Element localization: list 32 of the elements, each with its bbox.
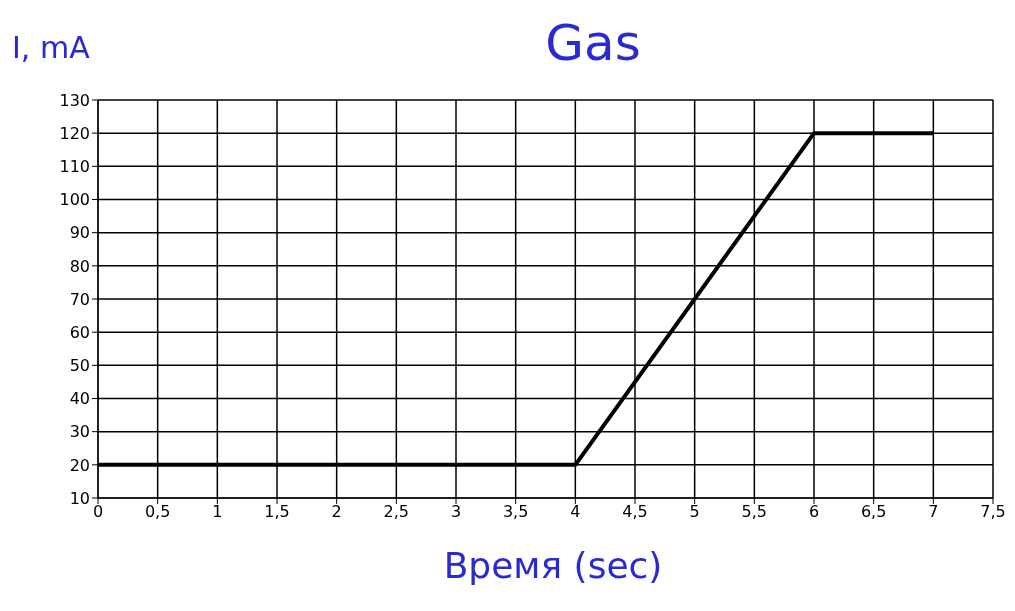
y-tick-label: 120 — [59, 123, 90, 143]
x-axis-title: Время (sec) — [442, 545, 664, 586]
x-tick-label: 0,5 — [144, 502, 171, 522]
x-tick-label: 1,5 — [264, 502, 290, 522]
y-tick-label: 70 — [69, 289, 90, 309]
y-tick-label: 40 — [69, 389, 90, 409]
y-tick-label: 90 — [69, 223, 90, 243]
x-tick-label: 7,5 — [980, 502, 1006, 522]
y-tick-label: 50 — [69, 356, 90, 376]
y-tick-label: 110 — [59, 157, 90, 177]
x-tick-label: 2 — [331, 502, 342, 522]
x-tick-label: 7 — [928, 502, 939, 522]
y-tick-label: 20 — [69, 455, 90, 475]
y-tick-label: 30 — [69, 422, 90, 442]
x-tick-label: 4,5 — [622, 502, 648, 522]
x-tick-label: 0 — [92, 502, 104, 522]
x-tick-label: 3 — [450, 502, 462, 522]
y-tick-label: 60 — [69, 322, 90, 342]
y-axis-title: I, mA — [12, 30, 90, 65]
y-tick-label: 80 — [69, 256, 90, 276]
x-tick-label: 4 — [570, 502, 581, 522]
x-tick-label: 3,5 — [502, 502, 529, 522]
x-tick-label: 5 — [689, 502, 700, 522]
x-tick-label: 5,5 — [741, 502, 768, 522]
x-tick-label: 1 — [212, 502, 223, 522]
y-tick-label: 10 — [69, 488, 90, 508]
y-tick-label: 100 — [59, 190, 90, 210]
x-tick-label: 6 — [808, 502, 820, 522]
x-tick-label: 2,5 — [383, 502, 410, 522]
y-tick-label: 130 — [59, 90, 90, 110]
x-tick-label: 6,5 — [860, 502, 887, 522]
chart-title: Gas — [545, 14, 641, 72]
